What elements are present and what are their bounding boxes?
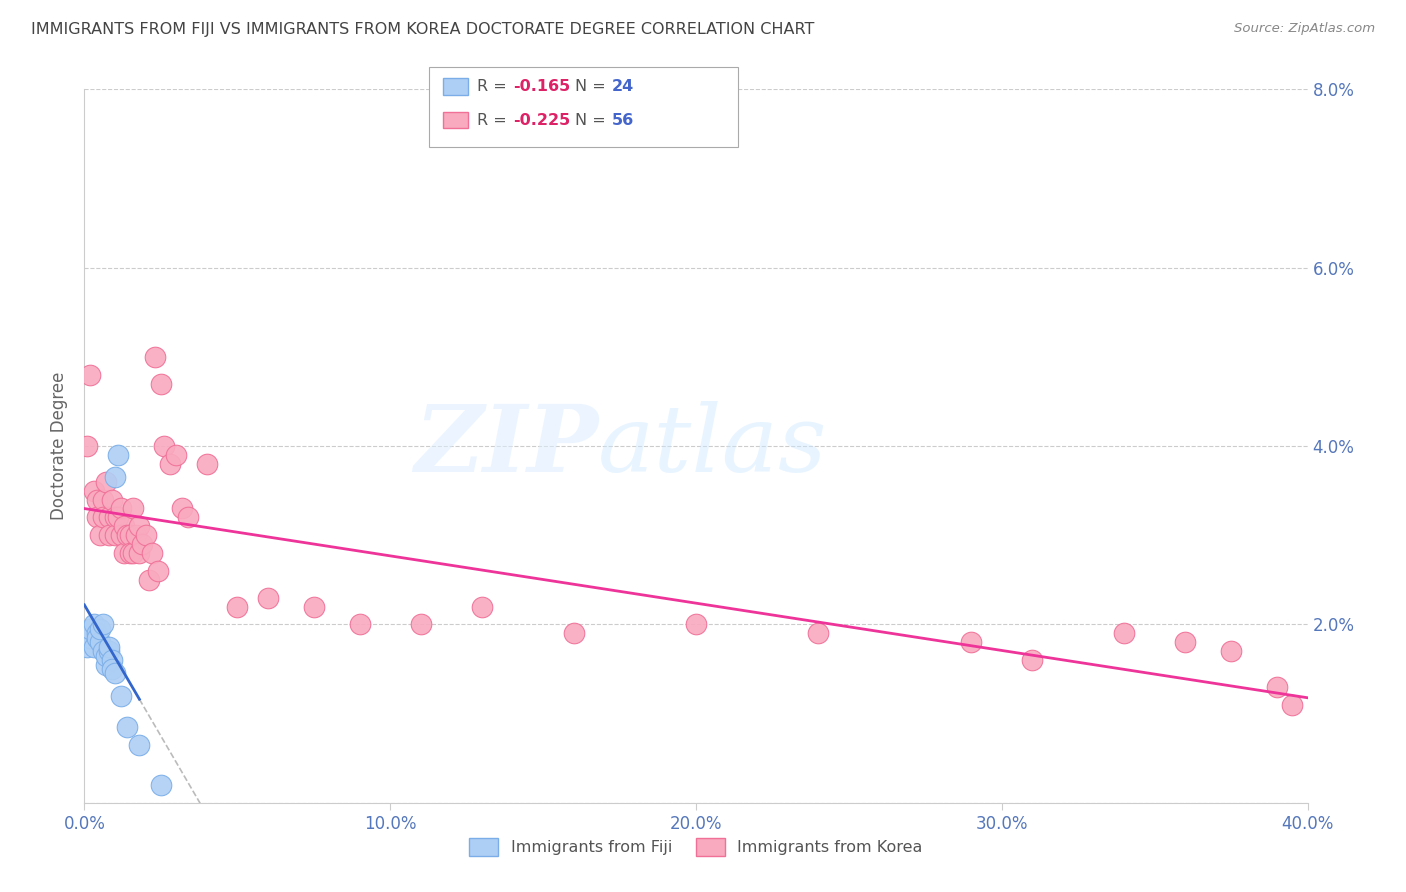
Point xyxy=(685,617,707,632)
Point xyxy=(104,528,127,542)
Point xyxy=(141,546,163,560)
Text: R =: R = xyxy=(477,113,512,128)
Text: N =: N = xyxy=(575,79,612,94)
Point xyxy=(94,657,117,672)
Point xyxy=(89,635,111,649)
Point xyxy=(1174,635,1197,649)
Point xyxy=(110,528,132,542)
Point xyxy=(226,599,249,614)
Point xyxy=(89,528,111,542)
Text: Source: ZipAtlas.com: Source: ZipAtlas.com xyxy=(1234,22,1375,36)
Point xyxy=(1281,698,1303,712)
Point xyxy=(131,537,153,551)
Point xyxy=(79,622,101,636)
Point xyxy=(146,564,169,578)
Point xyxy=(83,640,105,654)
Point xyxy=(76,439,98,453)
Point xyxy=(112,519,135,533)
Point xyxy=(960,635,983,649)
Point xyxy=(153,439,176,453)
Point xyxy=(91,510,114,524)
Text: -0.225: -0.225 xyxy=(513,113,571,128)
Text: atlas: atlas xyxy=(598,401,828,491)
Point xyxy=(97,640,120,654)
Text: 24: 24 xyxy=(612,79,634,94)
Point xyxy=(349,617,371,632)
Point xyxy=(107,510,129,524)
Point xyxy=(125,528,148,542)
Text: 56: 56 xyxy=(612,113,634,128)
Point xyxy=(149,778,172,792)
Point xyxy=(115,528,138,542)
Point xyxy=(91,617,114,632)
Point xyxy=(177,510,200,524)
Point xyxy=(94,475,117,489)
Point xyxy=(97,510,120,524)
Point xyxy=(104,470,127,484)
Point xyxy=(122,501,145,516)
Point xyxy=(172,501,194,516)
Point xyxy=(257,591,280,605)
Point xyxy=(1220,644,1243,658)
Text: ZIP: ZIP xyxy=(413,401,598,491)
Point xyxy=(97,644,120,658)
Point xyxy=(471,599,494,614)
Point xyxy=(120,528,142,542)
Point xyxy=(112,546,135,560)
Point xyxy=(101,653,124,667)
Point xyxy=(143,350,166,364)
Point xyxy=(83,617,105,632)
Point xyxy=(104,666,127,681)
Point xyxy=(83,483,105,498)
Point xyxy=(86,492,108,507)
Point xyxy=(562,626,585,640)
Point xyxy=(101,662,124,676)
Point xyxy=(1114,626,1136,640)
Point xyxy=(302,599,325,614)
Point xyxy=(128,519,150,533)
Point xyxy=(409,617,432,632)
Legend: Immigrants from Fiji, Immigrants from Korea: Immigrants from Fiji, Immigrants from Ko… xyxy=(463,831,929,863)
Text: N =: N = xyxy=(575,113,612,128)
Point xyxy=(86,510,108,524)
Point xyxy=(107,448,129,462)
Point xyxy=(120,546,142,560)
Point xyxy=(807,626,830,640)
Point xyxy=(91,492,114,507)
Text: IMMIGRANTS FROM FIJI VS IMMIGRANTS FROM KOREA DOCTORATE DEGREE CORRELATION CHART: IMMIGRANTS FROM FIJI VS IMMIGRANTS FROM … xyxy=(31,22,814,37)
Point xyxy=(86,626,108,640)
Point xyxy=(89,622,111,636)
Point xyxy=(128,546,150,560)
Point xyxy=(1265,680,1288,694)
Point xyxy=(195,457,218,471)
Text: R =: R = xyxy=(477,79,512,94)
Point xyxy=(91,644,114,658)
Y-axis label: Doctorate Degree: Doctorate Degree xyxy=(51,372,69,520)
Point xyxy=(86,631,108,645)
Point xyxy=(1021,653,1043,667)
Point xyxy=(115,720,138,734)
Point xyxy=(110,689,132,703)
Point xyxy=(104,510,127,524)
Point xyxy=(97,528,120,542)
Point xyxy=(122,546,145,560)
Point xyxy=(94,648,117,663)
Point xyxy=(101,492,124,507)
Point xyxy=(128,738,150,752)
Point xyxy=(110,501,132,516)
Point xyxy=(149,376,172,391)
Point xyxy=(138,573,160,587)
Point xyxy=(76,640,98,654)
Text: -0.165: -0.165 xyxy=(513,79,571,94)
Point xyxy=(135,528,157,542)
Point xyxy=(159,457,181,471)
Point xyxy=(165,448,187,462)
Point xyxy=(79,631,101,645)
Point xyxy=(79,368,101,382)
